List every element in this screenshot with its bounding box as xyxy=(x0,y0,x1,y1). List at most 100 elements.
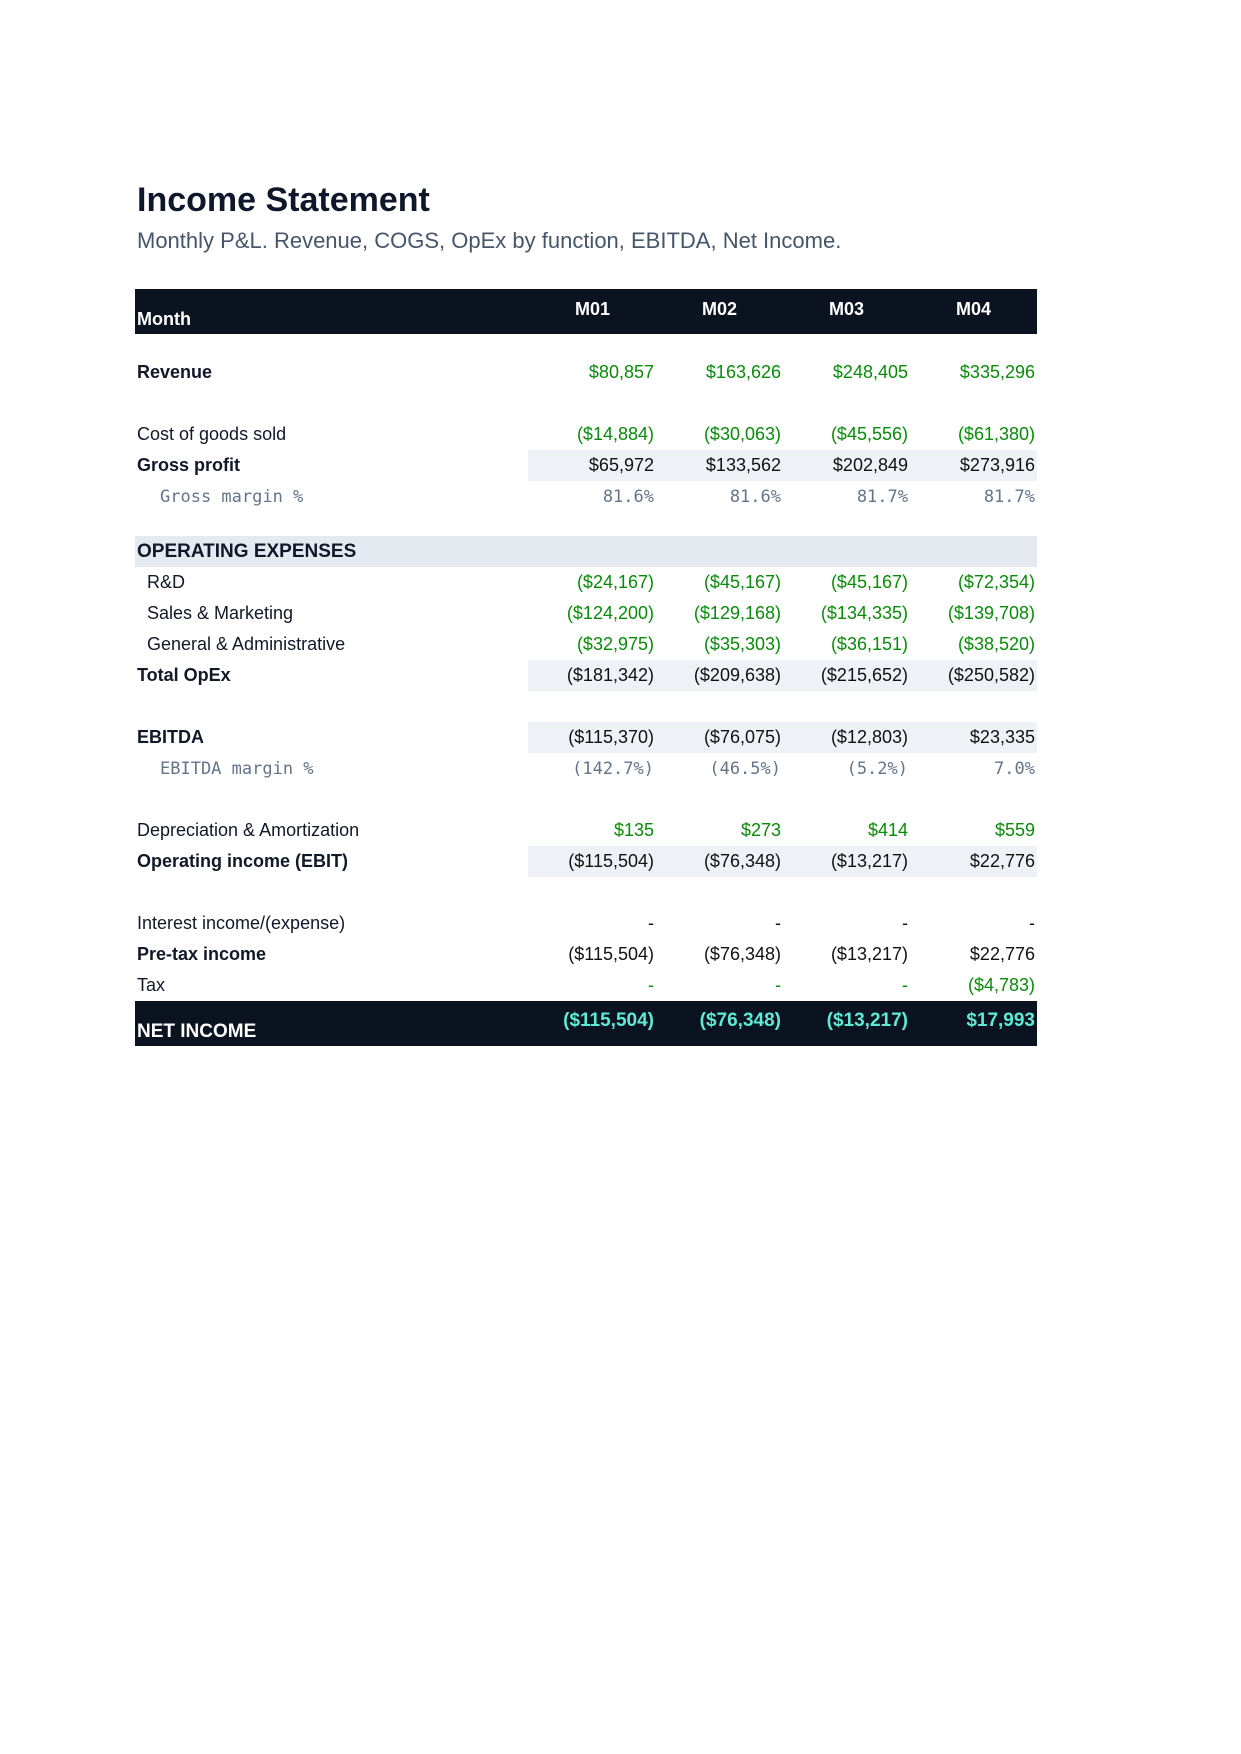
cell-m01: ($115,504) xyxy=(568,851,654,871)
cell-m01: ($181,342) xyxy=(566,665,654,685)
header-m04: M04 xyxy=(955,299,991,319)
section-label: OPERATING EXPENSES xyxy=(137,540,357,562)
cell-m04: ($4,783) xyxy=(967,975,1035,995)
cell-m04: - xyxy=(1029,913,1035,933)
row-label: NET INCOME xyxy=(137,1021,257,1042)
row-label: General & Administrative xyxy=(147,634,346,654)
cell-m02: ($45,167) xyxy=(703,572,781,592)
cell-m02: ($129,168) xyxy=(693,603,781,623)
cell-m04: ($38,520) xyxy=(957,634,1035,654)
cell-m03: ($12,803) xyxy=(830,727,908,747)
cell-m04: $22,776 xyxy=(969,944,1035,964)
cell-m03: ($45,167) xyxy=(830,572,908,592)
total-shade xyxy=(528,722,1037,753)
income-statement-table: Month M01 M02 M03 M04 Revenue $80,857 $1… xyxy=(135,289,1037,1046)
cell-m02: $133,562 xyxy=(705,455,781,475)
header-m01: M01 xyxy=(574,299,610,319)
cell-m01: ($115,370) xyxy=(568,727,654,747)
cell-m02: ($76,075) xyxy=(703,727,781,747)
row-label: Depreciation & Amortization xyxy=(137,820,360,840)
row-revenue: Revenue $80,857 $163,626 $248,405 $335,2… xyxy=(135,357,1037,388)
row-cogs: Cost of goods sold ($14,884) ($30,063) (… xyxy=(135,419,1037,450)
cell-m03: 81.7% xyxy=(856,486,908,507)
cell-m02: (46.5%) xyxy=(709,758,781,779)
row-net-income: NET INCOME ($115,504) ($76,348) ($13,217… xyxy=(135,1001,1037,1046)
cell-m02: - xyxy=(775,975,781,995)
cell-m03: ($13,217) xyxy=(830,851,908,871)
cell-m03: ($134,335) xyxy=(820,603,908,623)
cell-m03: $414 xyxy=(867,820,908,840)
page-subtitle: Monthly P&L. Revenue, COGS, OpEx by func… xyxy=(137,228,842,253)
row-ebitda: EBITDA ($115,370) ($76,075) ($12,803) $2… xyxy=(135,722,1037,753)
row-label: Interest income/(expense) xyxy=(137,913,346,933)
cell-m01: $80,857 xyxy=(588,362,654,382)
cell-m01: ($115,504) xyxy=(568,944,654,964)
cell-m03: ($13,217) xyxy=(826,1009,908,1031)
row-total-opex: Total OpEx ($181,342) ($209,638) ($215,6… xyxy=(135,660,1037,691)
cell-m04: ($250,582) xyxy=(947,665,1035,685)
cell-m02: ($35,303) xyxy=(703,634,781,654)
cell-m01: ($24,167) xyxy=(576,572,654,592)
row-label: Gross margin % xyxy=(160,486,304,507)
cell-m02: 81.6% xyxy=(729,486,781,507)
row-gross-margin: Gross margin % 81.6% 81.6% 81.7% 81.7% xyxy=(135,481,1037,512)
total-shade xyxy=(528,846,1037,877)
cell-m02: - xyxy=(775,913,781,933)
header-m02: M02 xyxy=(701,299,737,319)
row-label: Revenue xyxy=(137,362,213,382)
row-depreciation-amortization: Depreciation & Amortization $135 $273 $4… xyxy=(135,815,1037,846)
row-tax: Tax - - - ($4,783) xyxy=(135,970,1037,1001)
total-shade xyxy=(528,660,1037,691)
row-label: Tax xyxy=(137,975,166,995)
cell-m04: 81.7% xyxy=(983,486,1035,507)
cell-m03: ($215,652) xyxy=(820,665,908,685)
cell-m02: ($30,063) xyxy=(703,424,781,444)
row-ebit: Operating income (EBIT) ($115,504) ($76,… xyxy=(135,846,1037,877)
cell-m03: - xyxy=(902,913,908,933)
cell-m03: ($36,151) xyxy=(830,634,908,654)
row-pretax-income: Pre-tax income ($115,504) ($76,348) ($13… xyxy=(135,939,1037,970)
cell-m04: $335,296 xyxy=(959,362,1035,382)
cell-m03: ($45,556) xyxy=(830,424,908,444)
header-month-label: Month xyxy=(137,309,191,329)
cell-m03: (5.2%) xyxy=(846,758,908,779)
row-label: R&D xyxy=(147,572,186,592)
cell-m04: $22,776 xyxy=(969,851,1035,871)
cell-m01: ($14,884) xyxy=(576,424,654,444)
cell-m02: ($76,348) xyxy=(703,944,781,964)
row-gross-profit: Gross profit $65,972 $133,562 $202,849 $… xyxy=(135,450,1037,481)
cell-m03: $202,849 xyxy=(832,455,908,475)
table-header-row: Month M01 M02 M03 M04 xyxy=(135,289,1037,334)
cell-m02: $163,626 xyxy=(705,362,781,382)
row-sales-marketing: Sales & Marketing ($124,200) ($129,168) … xyxy=(135,598,1037,629)
cell-m01: (142.7%) xyxy=(572,758,654,779)
cell-m04: ($61,380) xyxy=(957,424,1035,444)
row-rd: R&D ($24,167) ($45,167) ($45,167) ($72,3… xyxy=(135,567,1037,598)
cell-m04: $273,916 xyxy=(959,455,1035,475)
row-label: Sales & Marketing xyxy=(147,603,294,623)
cell-m01: ($32,975) xyxy=(576,634,654,654)
row-label: Cost of goods sold xyxy=(137,424,287,444)
row-label: Gross profit xyxy=(137,455,241,475)
row-general-administrative: General & Administrative ($32,975) ($35,… xyxy=(135,629,1037,660)
row-ebitda-margin: EBITDA margin % (142.7%) (46.5%) (5.2%) … xyxy=(135,753,1037,784)
total-shade xyxy=(528,450,1037,481)
cell-m02: ($209,638) xyxy=(693,665,781,685)
cell-m04: $23,335 xyxy=(969,727,1035,747)
cell-m03: ($13,217) xyxy=(830,944,908,964)
cell-m04: $559 xyxy=(994,820,1035,840)
cell-m04: ($72,354) xyxy=(957,572,1035,592)
cell-m02: ($76,348) xyxy=(703,851,781,871)
section-operating-expenses: OPERATING EXPENSES xyxy=(135,536,1037,567)
cell-m04: ($139,708) xyxy=(947,603,1035,623)
cell-m01: - xyxy=(648,913,654,933)
row-label: Operating income (EBIT) xyxy=(137,851,349,871)
row-label: Pre-tax income xyxy=(137,944,267,964)
row-label: EBITDA margin % xyxy=(160,758,314,779)
cell-m02: ($76,348) xyxy=(699,1009,781,1031)
page-title: Income Statement xyxy=(137,181,430,219)
cell-m02: $273 xyxy=(740,820,781,840)
cell-m03: $248,405 xyxy=(832,362,908,382)
cell-m04: $17,993 xyxy=(966,1009,1035,1031)
cell-m04: 7.0% xyxy=(994,758,1035,779)
